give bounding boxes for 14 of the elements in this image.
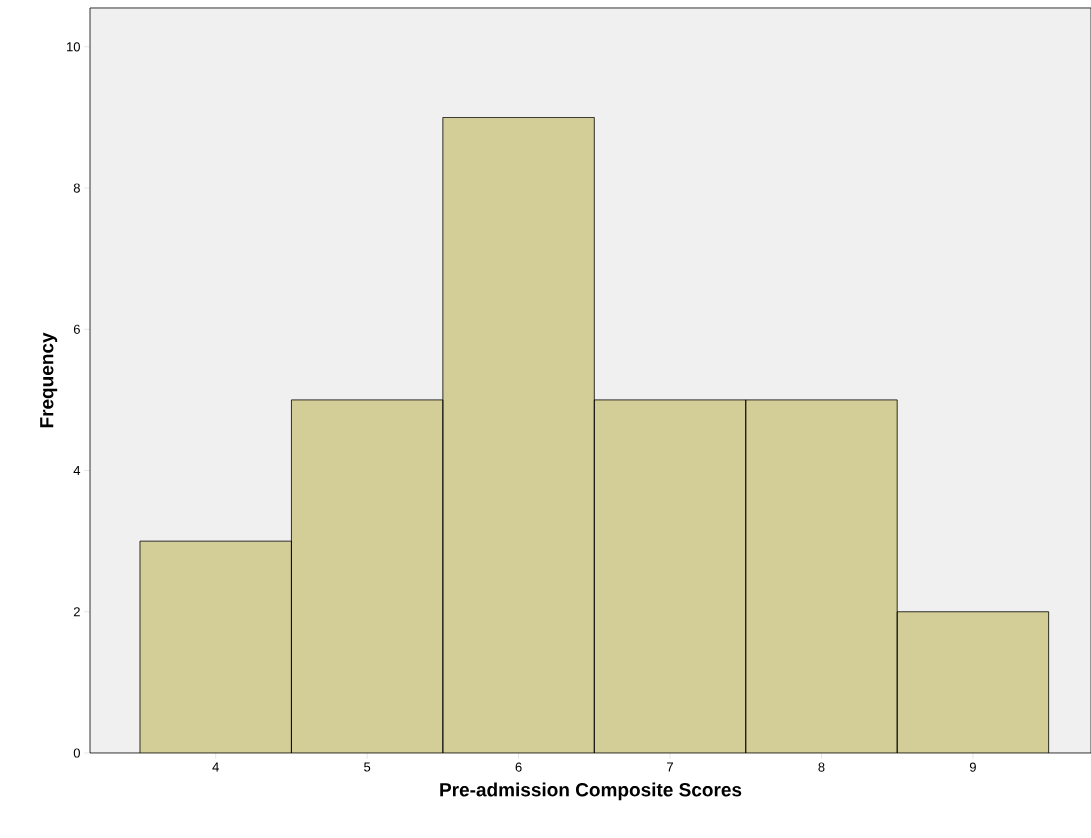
x-tick-label: 6 (515, 762, 522, 772)
y-axis-title: Frequency (40, 332, 58, 428)
x-tick-label: 4 (212, 762, 219, 772)
x-tick-label: 8 (818, 762, 825, 772)
y-tick-label: 2 (73, 607, 80, 617)
x-axis-title: Pre-admission Composite Scores (440, 782, 742, 801)
y-tick-label: 4 (73, 466, 81, 475)
x-tick-label: 7 (667, 762, 673, 772)
y-tick-label: 8 (73, 183, 80, 193)
x-tick-label: 5 (364, 762, 371, 772)
y-tick-label: 10 (67, 42, 80, 52)
y-tick-label: 6 (73, 324, 80, 334)
x-tick-label: 9 (969, 762, 976, 772)
y-tick-label: 0 (73, 748, 80, 758)
